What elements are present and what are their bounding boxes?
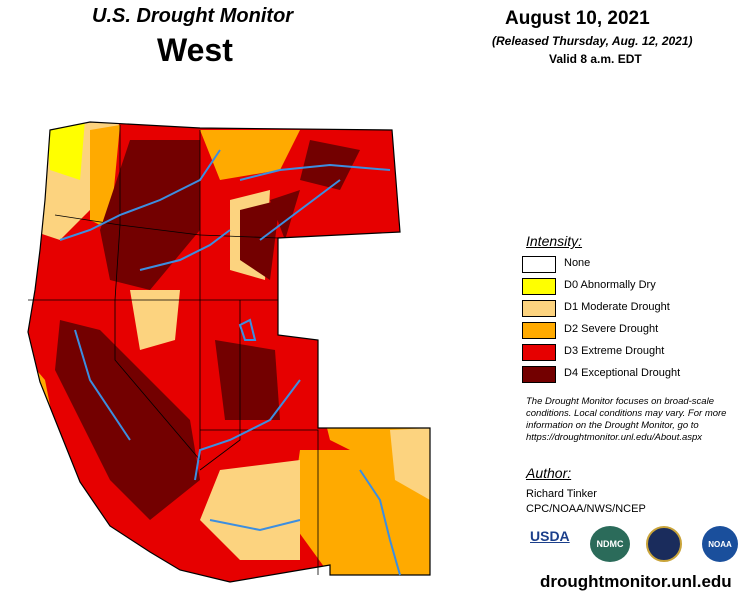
region: West — [157, 32, 233, 68]
url[interactable]: droughtmonitor.unl.edu — [540, 572, 732, 591]
title: U.S. Drought Monitor — [92, 5, 294, 27]
logo-seal — [646, 526, 682, 562]
legend-label: None — [564, 257, 591, 269]
author-name: Richard Tinker — [526, 488, 597, 500]
legend-label: D2 Severe Drought — [564, 323, 659, 335]
author-title: Author: — [526, 465, 572, 481]
rivers — [59, 149, 401, 576]
legend-swatch — [522, 278, 556, 295]
note-line: information on the Drought Monitor, go t… — [526, 420, 699, 431]
legend-swatch — [522, 256, 556, 273]
legend-swatch — [522, 344, 556, 361]
note-line: https://droughtmonitor.unl.edu/About.asp… — [526, 432, 703, 443]
map — [27, 121, 431, 583]
legend-title: Intensity: — [526, 233, 583, 249]
legend-swatch — [522, 366, 556, 383]
note-line: conditions. Local conditions may vary. F… — [526, 408, 727, 419]
released: (Released Thursday, Aug. 12, 2021) — [492, 34, 693, 48]
legend-swatch — [522, 322, 556, 339]
note-line: The Drought Monitor focuses on broad-sca… — [526, 396, 714, 407]
drought-areas — [28, 122, 430, 582]
logo: NOAA — [702, 526, 738, 562]
legend-label: D4 Exceptional Drought — [564, 367, 681, 379]
valid: Valid 8 a.m. EDT — [549, 52, 642, 66]
legend-label: D0 Abnormally Dry — [564, 279, 656, 291]
legend-label: D1 Moderate Drought — [564, 301, 670, 313]
author-org: CPC/NOAA/NWS/NCEP — [526, 503, 646, 515]
legend-label: D3 Extreme Drought — [564, 345, 665, 357]
map-outline — [27, 121, 431, 583]
logo: NDMC — [590, 526, 630, 562]
logo: USDA — [530, 528, 570, 544]
date: August 10, 2021 — [505, 8, 650, 29]
legend-swatch — [522, 300, 556, 317]
